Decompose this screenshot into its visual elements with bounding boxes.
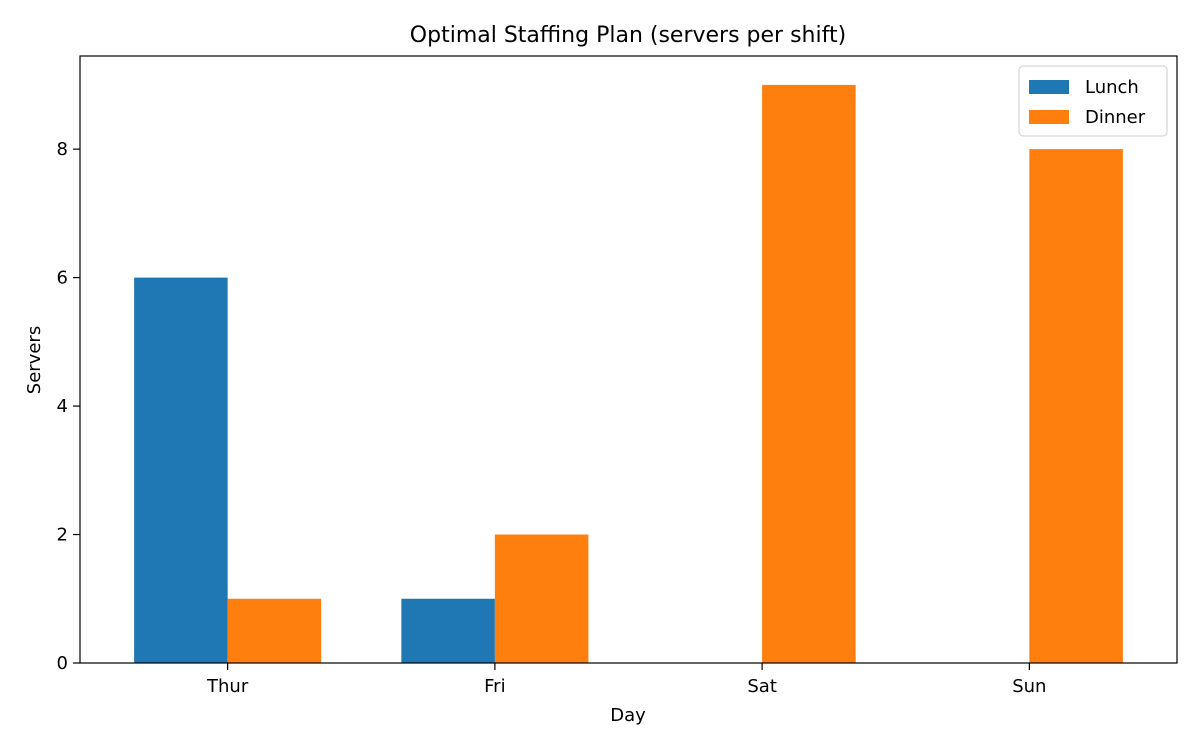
x-tick-label: Sun	[1012, 676, 1046, 697]
bar-dinner-sat	[762, 84, 856, 663]
y-tick-label: 0	[57, 653, 68, 674]
bar-dinner-thur	[227, 598, 322, 663]
bar-lunch-fri	[401, 598, 495, 663]
x-tick-label: Thur	[206, 676, 249, 697]
y-axis: 0 2 4 6 8	[57, 139, 80, 674]
bar-dinner-fri	[494, 534, 589, 663]
y-axis-label: Servers	[24, 326, 45, 394]
bars	[134, 84, 1123, 663]
bar-lunch-thur	[134, 277, 228, 663]
legend-swatch-dinner	[1029, 110, 1069, 124]
x-axis-label: Day	[610, 705, 646, 726]
legend-label-dinner: Dinner	[1085, 107, 1146, 128]
x-tick-label: Sat	[747, 676, 777, 697]
y-tick-label: 6	[57, 268, 68, 289]
y-tick-label: 4	[57, 396, 68, 417]
plot-frame	[79, 55, 1178, 664]
legend: Lunch Dinner	[1018, 65, 1168, 137]
y-tick-label: 8	[57, 139, 68, 160]
y-tick-label: 2	[57, 525, 68, 546]
x-axis: Thur Fri Sat Sun	[206, 663, 1046, 697]
x-tick-label: Fri	[484, 676, 505, 697]
legend-label-lunch: Lunch	[1085, 77, 1139, 98]
bar-dinner-sun	[1029, 149, 1123, 663]
legend-swatch-lunch	[1029, 80, 1069, 94]
chart-title: Optimal Staffing Plan (servers per shift…	[410, 23, 846, 48]
